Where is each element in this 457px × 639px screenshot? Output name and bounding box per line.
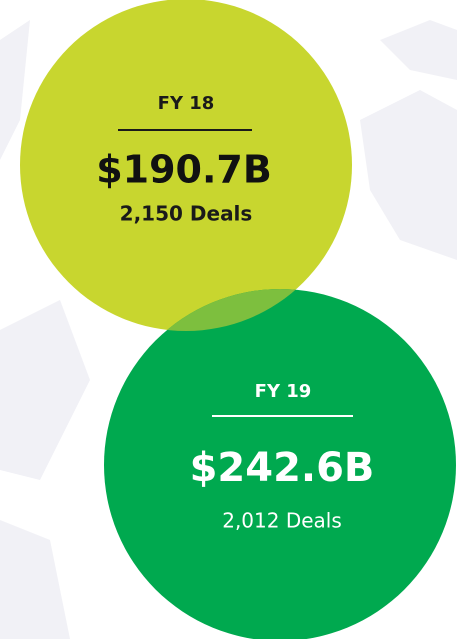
label: FY 19	[255, 381, 312, 402]
fy18-circle	[20, 0, 352, 331]
fy19-circle	[104, 289, 456, 639]
amount: $242.6B	[190, 445, 375, 491]
amount: $190.7B	[96, 148, 272, 192]
deals: 2,012 Deals	[222, 509, 342, 533]
background-map	[0, 20, 457, 639]
deals: 2,150 Deals	[120, 202, 253, 226]
label: FY 18	[158, 93, 215, 114]
